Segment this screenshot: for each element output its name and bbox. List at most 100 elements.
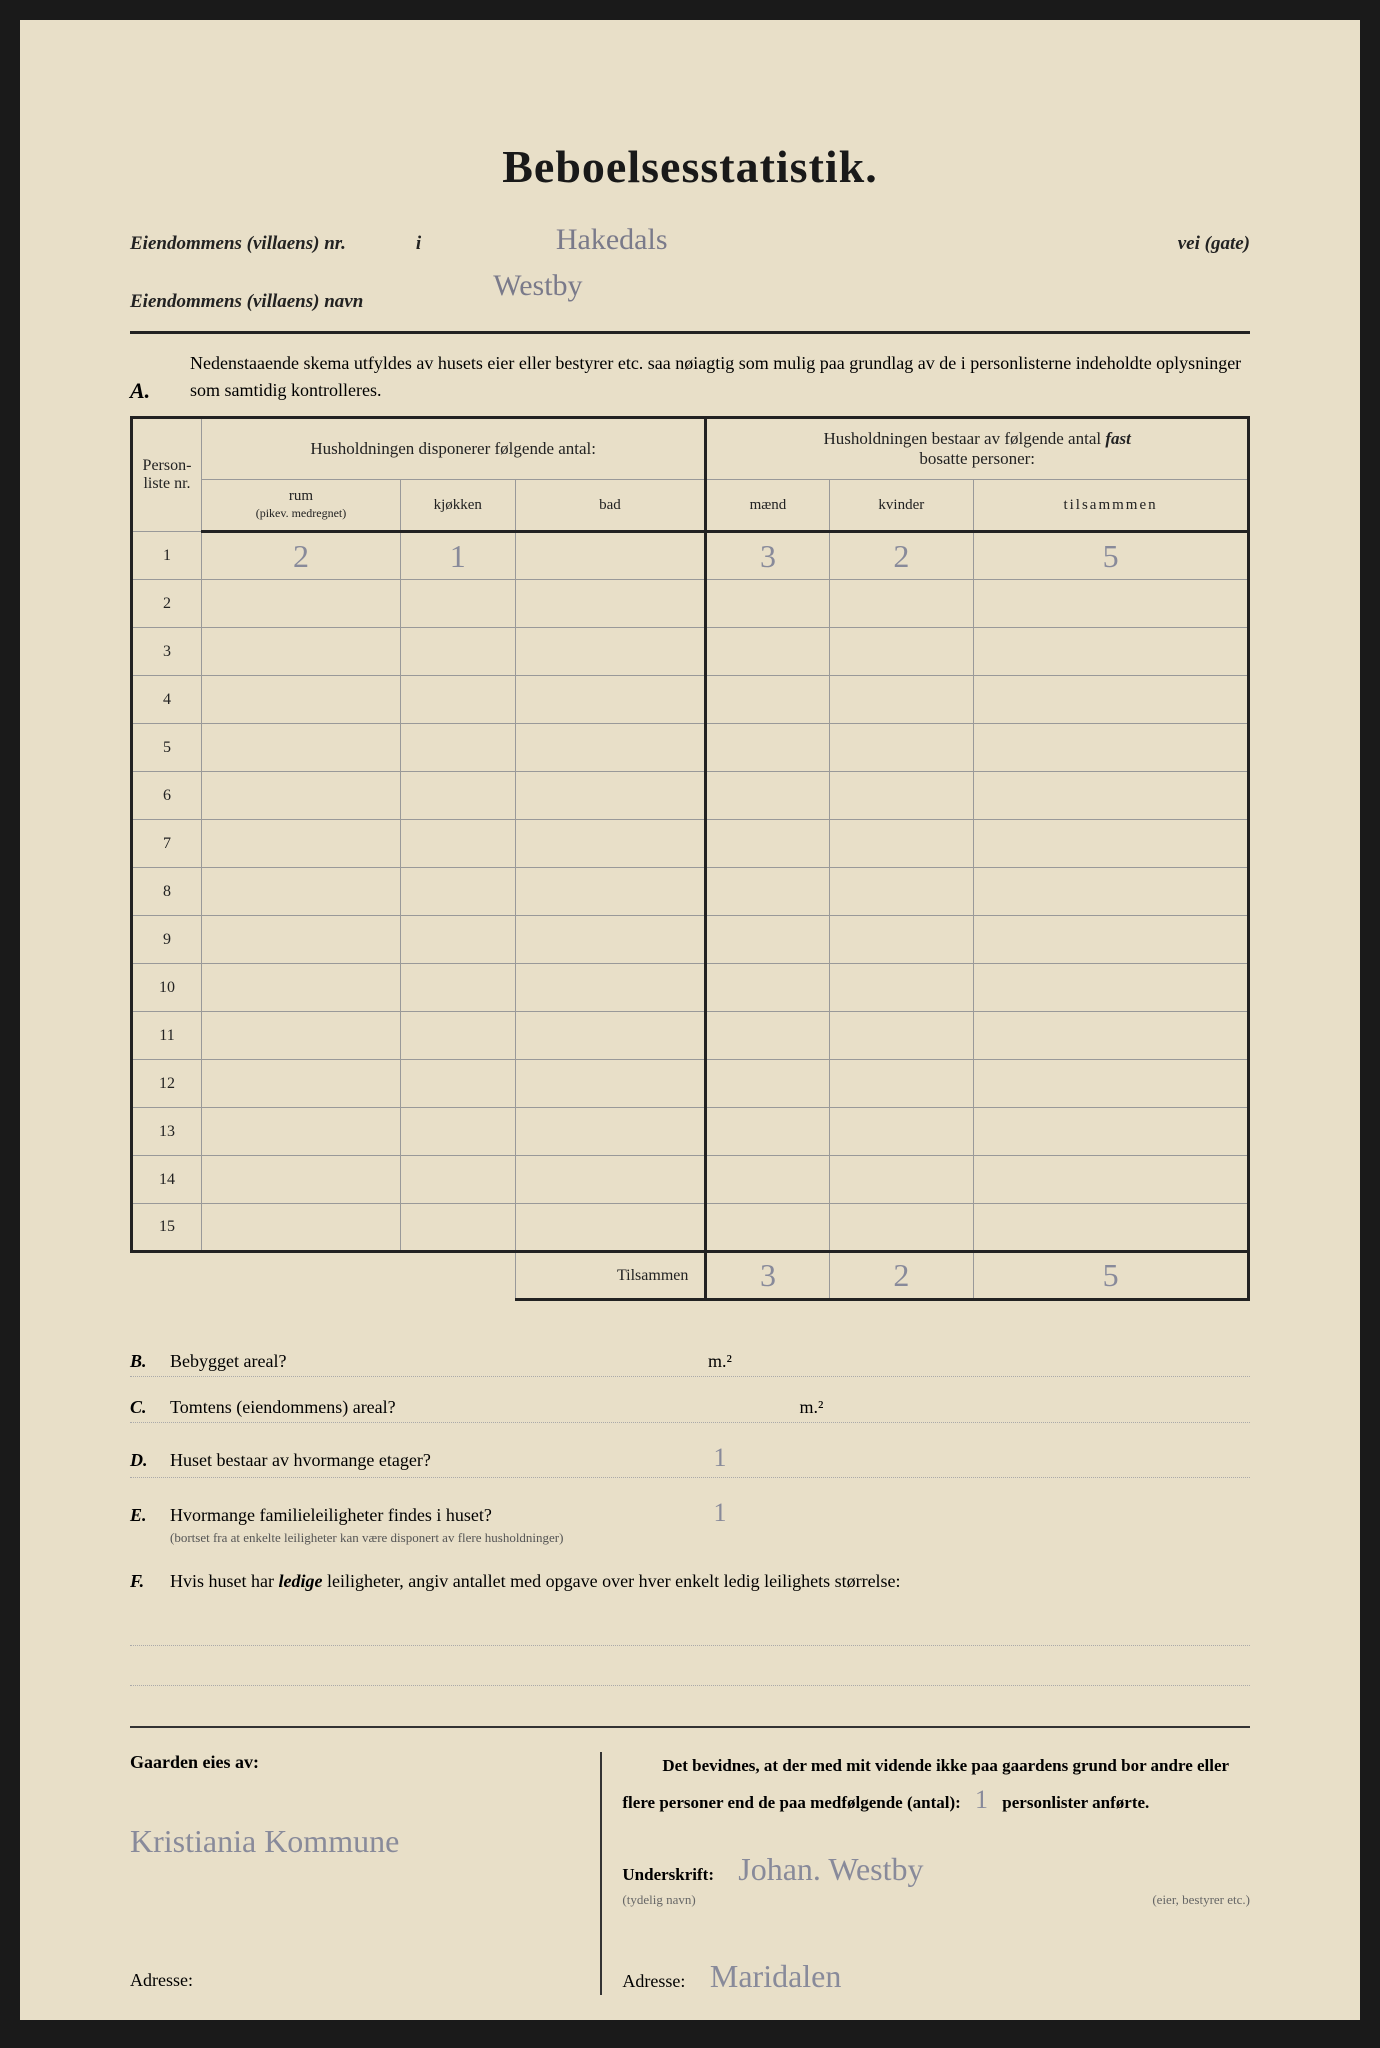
question-c: C. Tomtens (eiendommens) areal? m.² bbox=[130, 1397, 1250, 1423]
header-line-2: Eiendommens (villaens) navn Westby bbox=[130, 279, 1250, 313]
owner-section: Gaarden eies av: Kristiania Kommune Adre… bbox=[130, 1752, 600, 1995]
vei-gate-label: vei (gate) bbox=[1178, 233, 1250, 255]
witness-addr-label: Adresse: bbox=[622, 1971, 685, 1991]
group2-text-b: fast bbox=[1105, 429, 1131, 448]
row-num: 14 bbox=[132, 1156, 202, 1204]
table-row: 10 bbox=[132, 964, 1249, 1012]
table-row: 4 bbox=[132, 676, 1249, 724]
cell-rum: 2 bbox=[202, 532, 401, 580]
witness-text: Det bevidnes, at der med mit vidende ikk… bbox=[622, 1752, 1250, 1821]
q-f-text-a: Hvis huset har bbox=[170, 1571, 274, 1591]
property-name-fill: Westby bbox=[373, 279, 1250, 307]
table-row: 12 bbox=[132, 1060, 1249, 1108]
table-row: 13 bbox=[132, 1108, 1249, 1156]
col-rum-header: rum (pikev. medregnet) bbox=[202, 480, 401, 532]
blank-line bbox=[130, 1656, 1250, 1686]
property-nr-label: Eiendommens (villaens) nr. bbox=[130, 233, 346, 255]
q-d-label: D. bbox=[130, 1450, 170, 1471]
table-row: 2 bbox=[132, 580, 1249, 628]
q-f-text: Hvis huset har ledige leiligheter, angiv… bbox=[170, 1571, 1250, 1592]
q-c-label: C. bbox=[130, 1397, 170, 1418]
q-e-main: Hvormange familieleiligheter findes i hu… bbox=[170, 1505, 492, 1525]
row-num: 6 bbox=[132, 772, 202, 820]
table-row: 15 bbox=[132, 1204, 1249, 1252]
row-num: 2 bbox=[132, 580, 202, 628]
col-person-header: Person-liste nr. bbox=[132, 418, 202, 532]
witness-text-b: personlister anførte. bbox=[1002, 1793, 1149, 1812]
table-row: 5 bbox=[132, 724, 1249, 772]
row-num: 4 bbox=[132, 676, 202, 724]
group2-text-a: Husholdningen bestaar av følgende antal bbox=[824, 429, 1102, 448]
owner-heading: Gaarden eies av: bbox=[130, 1752, 580, 1773]
rum-label: rum bbox=[289, 488, 313, 504]
statistics-table: Person-liste nr. Husholdningen disponere… bbox=[130, 416, 1250, 1301]
header-line-1: Eiendommens (villaens) nr. i Hakedals ve… bbox=[130, 233, 1250, 261]
q-f-text-b: leiligheter, angiv antallet med opgave o… bbox=[327, 1571, 901, 1591]
property-nr-fill: i Hakedals bbox=[356, 233, 1158, 261]
witness-section: Det bevidnes, at der med mit vidende ikk… bbox=[600, 1752, 1250, 1995]
total-maend: 3 bbox=[706, 1252, 829, 1300]
row-num: 7 bbox=[132, 820, 202, 868]
document-page: Beboelsesstatistik. Eiendommens (villaen… bbox=[20, 20, 1360, 2020]
table-row: 6 bbox=[132, 772, 1249, 820]
divider bbox=[130, 331, 1250, 334]
sig-sublabels: (tydelig navn) (eier, bestyrer etc.) bbox=[622, 1892, 1250, 1908]
q-c-unit: m.² bbox=[799, 1397, 823, 1418]
bottom-section: Gaarden eies av: Kristiania Kommune Adre… bbox=[130, 1726, 1250, 1995]
group2-header: Husholdningen bestaar av følgende antal … bbox=[706, 418, 1249, 480]
table-row: 14 bbox=[132, 1156, 1249, 1204]
questions-section: B. Bebygget areal? m.² C. Tomtens (eiend… bbox=[130, 1351, 1250, 1686]
table-row: 3 bbox=[132, 628, 1249, 676]
q-b-unit: m.² bbox=[708, 1351, 732, 1372]
owner-handwritten: Kristiania Kommune bbox=[130, 1823, 399, 1859]
q-c-text: Tomtens (eiendommens) areal? bbox=[170, 1397, 779, 1418]
q-d-text: Huset bestaar av hvormange etager? bbox=[170, 1450, 694, 1471]
group1-header: Husholdningen disponerer følgende antal: bbox=[202, 418, 706, 480]
row-num: 15 bbox=[132, 1204, 202, 1252]
cell-tilsammen: 5 bbox=[974, 532, 1249, 580]
cell-maend: 3 bbox=[706, 532, 829, 580]
q-f-label: F. bbox=[130, 1571, 170, 1592]
row-num: 12 bbox=[132, 1060, 202, 1108]
col-kjokken-header: kjøkken bbox=[400, 480, 515, 532]
row-num: 1 bbox=[132, 532, 202, 580]
rum-sub-label: (pikev. medregnet) bbox=[256, 506, 347, 520]
total-tilsammen: 5 bbox=[974, 1252, 1249, 1300]
sig-label: Underskrift: bbox=[622, 1865, 714, 1884]
col-maend-header: mænd bbox=[706, 480, 829, 532]
row-num: 3 bbox=[132, 628, 202, 676]
row-num: 5 bbox=[132, 724, 202, 772]
section-a-label: A. bbox=[130, 378, 190, 404]
property-name-handwritten: Westby bbox=[493, 269, 582, 303]
witness-count-hw: 1 bbox=[975, 1785, 988, 1814]
q-b-label: B. bbox=[130, 1351, 170, 1372]
cell-kjokken: 1 bbox=[400, 532, 515, 580]
signature-line: Underskrift: Johan. Westby bbox=[622, 1851, 1250, 1888]
table-body: 1 2 1 3 2 5 2 3 4 5 6 7 8 9 10 11 12 13 … bbox=[132, 532, 1249, 1300]
page-title: Beboelsesstatistik. bbox=[130, 140, 1250, 193]
row-num: 11 bbox=[132, 1012, 202, 1060]
row-num: 9 bbox=[132, 916, 202, 964]
q-e-label: E. bbox=[130, 1505, 170, 1526]
witness-addr-hw: Maridalen bbox=[710, 1958, 842, 1994]
question-b: B. Bebygget areal? m.² bbox=[130, 1351, 1250, 1377]
col-tilsammen-header: tilsammmen bbox=[974, 480, 1249, 532]
q-e-sub: (bortset fra at enkelte leiligheter kan … bbox=[170, 1530, 563, 1545]
section-a-instructions: Nedenstaaende skema utfyldes av husets e… bbox=[190, 350, 1250, 404]
row-num: 8 bbox=[132, 868, 202, 916]
q-f-bold: ledige bbox=[278, 1571, 322, 1591]
street-name-handwritten: Hakedals bbox=[556, 223, 668, 257]
cell-bad bbox=[515, 532, 706, 580]
question-d: D. Huset bestaar av hvormange etager? 1 bbox=[130, 1443, 1250, 1478]
q-e-text: Hvormange familieleiligheter findes i hu… bbox=[170, 1505, 694, 1547]
table-row: 1 2 1 3 2 5 bbox=[132, 532, 1249, 580]
q-e-handwritten: 1 bbox=[714, 1498, 727, 1528]
q-b-text: Bebygget areal? bbox=[170, 1351, 688, 1372]
table-row: 11 bbox=[132, 1012, 1249, 1060]
signature-handwritten: Johan. Westby bbox=[738, 1851, 923, 1887]
col-bad-header: bad bbox=[515, 480, 706, 532]
table-row: 7 bbox=[132, 820, 1249, 868]
tilsammen-label: Tilsammen bbox=[515, 1252, 706, 1300]
cell-kvinder: 2 bbox=[829, 532, 974, 580]
witness-address-line: Adresse: Maridalen bbox=[622, 1958, 1250, 1995]
